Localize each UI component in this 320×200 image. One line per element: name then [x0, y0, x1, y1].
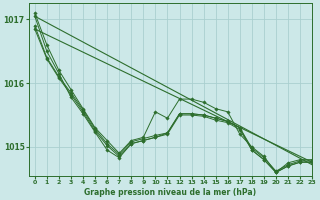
X-axis label: Graphe pression niveau de la mer (hPa): Graphe pression niveau de la mer (hPa) [84, 188, 257, 197]
